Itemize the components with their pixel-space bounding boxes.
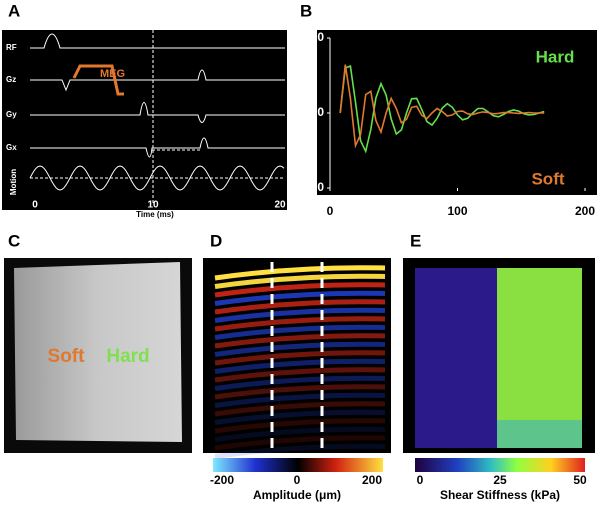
hard-region bbox=[497, 420, 582, 448]
meg-label: MEG bbox=[100, 68, 125, 80]
stripe bbox=[214, 324, 386, 340]
stripe bbox=[214, 426, 386, 442]
stripe bbox=[214, 341, 386, 357]
pulse-sequence: RF Gz Gy Gx Motion MEG 0 10 20 Time (ms) bbox=[2, 30, 287, 219]
colorbar-tick-label: 50 bbox=[573, 473, 587, 487]
x-tick-label: 100 bbox=[447, 204, 467, 218]
x-tick-label: 10 bbox=[147, 200, 159, 211]
stripe bbox=[214, 282, 386, 298]
stripe bbox=[214, 367, 386, 383]
stripe bbox=[214, 418, 386, 434]
x-tick-label: 20 bbox=[274, 200, 286, 211]
stripe bbox=[214, 265, 386, 281]
panel-letter: B bbox=[300, 1, 312, 20]
colorbar-tick-label: 25 bbox=[493, 473, 507, 487]
row-label: Gy bbox=[6, 110, 17, 119]
colorbar-tick-label: -200 bbox=[210, 473, 234, 487]
phantom-image bbox=[14, 262, 182, 442]
stripe bbox=[214, 435, 386, 451]
stripe bbox=[214, 409, 386, 425]
legend-label: Soft bbox=[531, 169, 564, 188]
stripe bbox=[214, 375, 386, 391]
y-tick-label: 20 bbox=[311, 30, 325, 44]
x-axis-label: Time (ms) bbox=[136, 210, 174, 219]
stripe bbox=[214, 392, 386, 408]
stripe bbox=[214, 384, 386, 400]
panel-letter: C bbox=[8, 231, 20, 250]
row-label: Gz bbox=[6, 75, 16, 84]
stripe bbox=[214, 333, 386, 349]
stripe bbox=[214, 316, 386, 332]
stripe bbox=[214, 443, 386, 459]
phantom-label: Soft bbox=[48, 346, 86, 367]
panel-letter: E bbox=[410, 231, 421, 250]
colorbar-tick-label: 0 bbox=[294, 473, 301, 487]
phantom-label: Hard bbox=[106, 346, 149, 367]
row-label: Gx bbox=[6, 143, 17, 152]
stripe bbox=[214, 290, 386, 306]
panel-letter: A bbox=[8, 1, 20, 20]
colorbar-tick-label: 0 bbox=[417, 473, 424, 487]
stripe bbox=[214, 273, 386, 289]
stripe bbox=[214, 358, 386, 374]
colorbar bbox=[415, 458, 585, 472]
stripe bbox=[214, 350, 386, 366]
row-label: RF bbox=[6, 43, 17, 52]
y-tick-label: 0 bbox=[317, 105, 324, 119]
panel-letter: D bbox=[210, 231, 222, 250]
y-tick-label: -20 bbox=[307, 180, 325, 194]
stripe bbox=[214, 401, 386, 417]
soft-region bbox=[415, 268, 500, 448]
colorbar bbox=[213, 458, 383, 472]
wave-stripes bbox=[214, 265, 386, 459]
row-label: Motion bbox=[9, 169, 18, 195]
x-tick-label: 0 bbox=[32, 200, 38, 211]
legend-label: Hard bbox=[536, 47, 575, 66]
colorbar-label: Shear Stiffness (kPa) bbox=[440, 488, 560, 502]
stripe bbox=[214, 307, 386, 323]
series-line bbox=[339, 64, 545, 149]
stripe bbox=[214, 299, 386, 315]
x-tick-label: 0 bbox=[327, 204, 334, 218]
x-tick-label: 200 bbox=[575, 204, 595, 218]
colorbar-tick-label: 200 bbox=[362, 473, 382, 487]
colorbar-label: Amplitude (μm) bbox=[253, 488, 341, 502]
hard-region bbox=[497, 268, 582, 448]
